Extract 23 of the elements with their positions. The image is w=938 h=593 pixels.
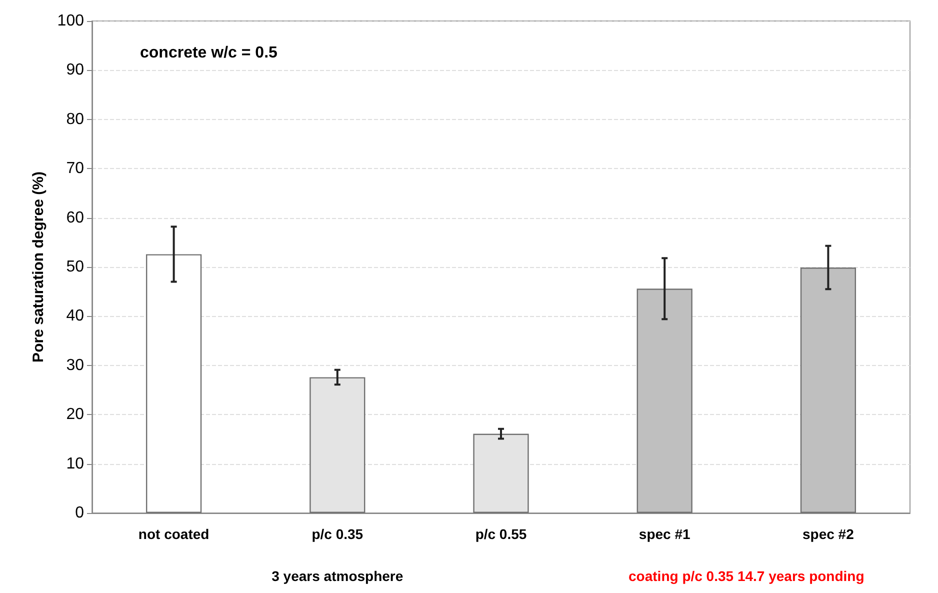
y-tick-label: 80: [66, 110, 84, 128]
text: 3 years atmosphere: [272, 568, 404, 584]
y-tick-label: 30: [66, 356, 84, 374]
text: coating p/c 0.35 14.7 years ponding: [628, 568, 864, 584]
y-tick-label: 70: [66, 160, 84, 178]
y-tick-label: 90: [66, 62, 84, 79]
annotation: concrete w/c = 0.5: [140, 44, 278, 62]
y-tick-label: 50: [66, 258, 84, 276]
x-tick-label: not coated: [138, 526, 210, 542]
bar: [800, 267, 856, 513]
x-tick-label: p/c 0.35: [312, 526, 364, 542]
y-tick-label: 0: [75, 504, 84, 522]
x-tick-label: spec #1: [638, 526, 690, 542]
y-tick-label: 60: [66, 209, 84, 226]
y-tick-label: 40: [66, 308, 84, 325]
y-axis-title: Pore saturation degree (%): [30, 172, 47, 362]
x-tick-label: p/c 0.55: [475, 526, 527, 542]
x-tick-label: spec #2: [802, 526, 854, 542]
bar: [146, 254, 202, 513]
y-tick-label: 10: [66, 455, 84, 472]
y-tick-label: 20: [66, 406, 84, 424]
y-tick-label: 100: [57, 12, 84, 30]
bar: [636, 288, 692, 513]
